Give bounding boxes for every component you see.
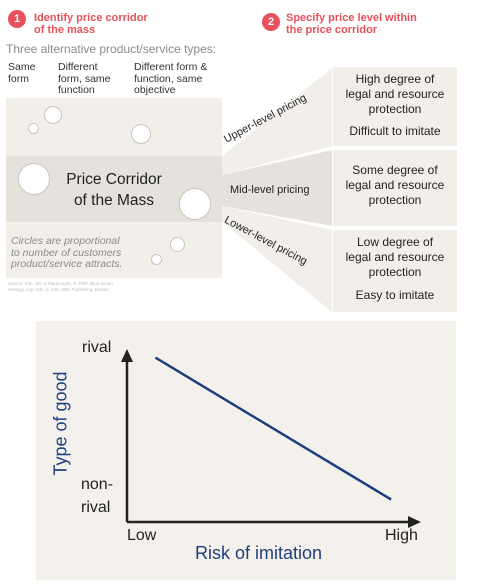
customer-circle: [131, 124, 151, 144]
column-3-line3: objective: [134, 84, 176, 96]
x-axis-label: Risk of imitation: [195, 543, 323, 563]
source-citation: Source: Kim, WC & Mauborgne, R 2005, Blu…: [8, 281, 113, 292]
customer-circle: [170, 237, 185, 252]
step-1-title-line1: Identify price corridor: [34, 12, 148, 24]
y-axis-label: Type of good: [50, 371, 71, 476]
source-line2: strategy, exp. edn, p. 128, HBS Publishi…: [8, 286, 110, 292]
upper-level-line2: legal and resource: [345, 87, 445, 101]
price-corridor-label: Price Corridor of the Mass: [54, 169, 174, 211]
y-axis-arrowhead: [121, 349, 133, 362]
note-line2: to number of customers: [11, 246, 122, 259]
column-2-line2: form, same: [58, 72, 111, 85]
lower-level-line1: Low degree of: [356, 235, 434, 249]
lower-level-line2: legal and resource: [345, 250, 445, 264]
column-1-line2: form: [8, 72, 29, 85]
column-label-same-form: Same form: [8, 61, 36, 85]
column-label-same-objective: Different form & function, same objectiv…: [134, 61, 208, 97]
step-2-number: 2: [267, 16, 275, 28]
x-axis-arrowhead: [408, 516, 421, 528]
corridor-label-line1: Price Corridor: [66, 171, 162, 188]
column-1-line1: Same: [8, 61, 36, 73]
customer-circle: [18, 163, 50, 195]
series-line: [154, 356, 392, 501]
column-3-line2: function, same: [134, 72, 203, 85]
lower-wedge: [222, 206, 332, 312]
connector-wedges: [222, 68, 332, 312]
step-1-number: 1: [13, 13, 21, 25]
source-line1: Source: Kim, WC & Mauborgne, R 2005, Blu…: [8, 281, 113, 286]
y-tick-non-rival-line2: rival: [81, 499, 111, 516]
types-heading: Three alternative product/service types:: [6, 42, 217, 56]
note-line3: product/service attracts.: [11, 258, 123, 270]
upper-level-imitation: Difficult to imitate: [349, 124, 441, 138]
step-2-title-line1: Specify price level within: [286, 12, 417, 24]
x-tick-high: High: [385, 527, 418, 544]
mid-level-line3: protection: [368, 193, 422, 207]
lower-level-box: Low degree of legal and resource protect…: [333, 230, 457, 312]
chart-background: [36, 321, 456, 580]
lower-level-line3: protection: [368, 265, 422, 279]
upper-level-box: High degree of legal and resource protec…: [333, 67, 457, 146]
upper-level-line1: High degree of: [355, 72, 435, 86]
y-tick-non-rival-line1: non-: [81, 476, 114, 493]
column-label-same-function: Different form, same function: [58, 61, 111, 97]
column-2-line3: function: [58, 84, 95, 96]
upper-wedge: [222, 68, 332, 175]
y-tick-rival: rival: [82, 339, 112, 356]
customer-circle: [151, 254, 162, 265]
step-2-badge: 2: [262, 13, 280, 31]
mid-level-line1: Some degree of: [352, 163, 438, 177]
circles-note: Circles are proportional to number of cu…: [11, 235, 123, 271]
mid-pricing-label: Mid-level pricing: [230, 184, 310, 196]
column-2-line1: Different: [58, 61, 98, 73]
lower-level-imitation: Easy to imitate: [355, 288, 435, 302]
y-tick-non-rival: non- rival: [81, 476, 113, 516]
customer-circle: [179, 188, 211, 220]
customer-circle: [44, 106, 62, 124]
step-1-badge: 1: [8, 10, 26, 28]
step-2-title-line2: the price corridor: [286, 24, 378, 36]
upper-level-line3: protection: [368, 102, 422, 116]
customer-circle: [28, 123, 39, 134]
step-1-title: Identify price corridor of the mass: [34, 12, 148, 36]
x-tick-low: Low: [127, 527, 157, 544]
note-line1: Circles are proportional: [11, 235, 120, 247]
mid-wedge: [222, 150, 332, 226]
mid-level-line2: legal and resource: [345, 178, 445, 192]
mid-level-box: Some degree of legal and resource protec…: [333, 150, 457, 226]
step-1-title-line2: of the mass: [34, 24, 96, 36]
corridor-label-line2: of the Mass: [73, 192, 155, 209]
column-3-line1: Different form &: [134, 61, 208, 73]
step-2-title: Specify price level within the price cor…: [286, 12, 417, 36]
